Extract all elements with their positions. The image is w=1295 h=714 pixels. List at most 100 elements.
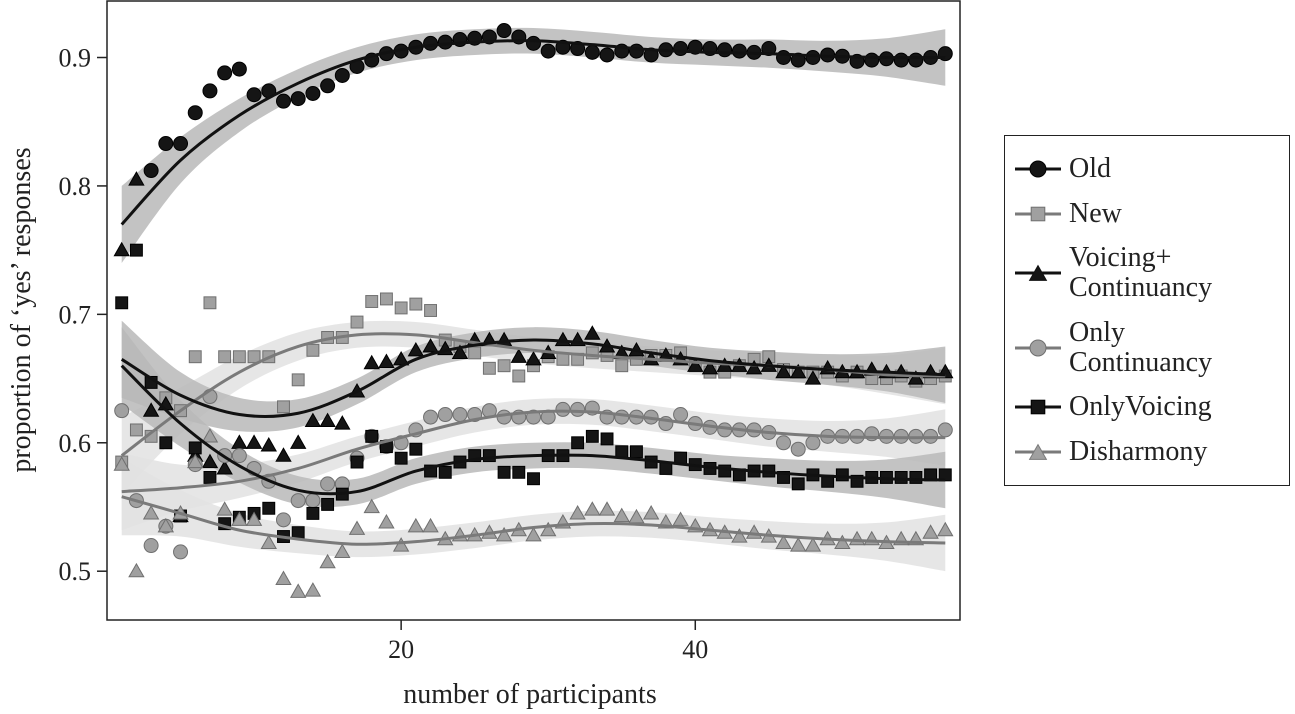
point: [804, 537, 822, 552]
point: [805, 435, 821, 451]
point: [423, 409, 439, 425]
point: [365, 295, 379, 308]
legend-label: Only Continuancy: [1069, 316, 1213, 378]
point: [203, 471, 217, 484]
point: [525, 350, 542, 366]
y-tick-label: 0.7: [59, 300, 92, 329]
point: [113, 456, 130, 471]
point: [922, 524, 939, 539]
confidence-band: [121, 327, 946, 509]
point: [114, 403, 130, 419]
point: [188, 441, 202, 455]
point: [128, 171, 145, 186]
point: [289, 583, 307, 598]
point: [365, 429, 379, 443]
legend-icon: [1015, 443, 1061, 460]
point: [319, 553, 336, 569]
legend-marker: [1029, 160, 1047, 178]
point: [277, 400, 290, 414]
point: [305, 493, 321, 509]
point: [422, 338, 439, 353]
x-axis-title: number of participants: [403, 679, 656, 710]
legend-label: New: [1069, 197, 1122, 229]
point: [687, 357, 704, 372]
point: [777, 471, 790, 484]
point: [556, 352, 570, 366]
point: [570, 401, 586, 417]
point: [585, 346, 599, 360]
point: [291, 526, 305, 540]
point: [569, 505, 586, 520]
point: [363, 498, 380, 514]
point: [584, 325, 601, 340]
point: [129, 423, 143, 437]
point: [320, 476, 336, 492]
point: [290, 91, 306, 107]
point: [452, 407, 468, 423]
point: [334, 67, 350, 83]
point: [805, 50, 821, 66]
point: [304, 582, 322, 597]
point: [468, 449, 482, 463]
point: [217, 65, 233, 81]
y-tick-label: 0.9: [59, 44, 92, 73]
point: [424, 304, 438, 317]
y-axis-title: proportion of ‘yes’ responses: [6, 147, 37, 472]
point: [790, 537, 807, 552]
point: [615, 445, 629, 459]
x-tick-label: 40: [682, 635, 708, 664]
point: [835, 468, 849, 482]
point: [599, 47, 615, 63]
point: [437, 34, 453, 50]
confidence-band: [121, 27, 946, 263]
legend-icon: [1015, 264, 1061, 282]
point: [512, 369, 526, 383]
point: [422, 517, 439, 533]
point: [202, 83, 218, 99]
point: [173, 544, 189, 560]
point: [907, 370, 925, 385]
point: [247, 350, 261, 364]
point: [894, 471, 908, 484]
point: [173, 136, 189, 152]
point: [245, 511, 263, 526]
point: [555, 401, 571, 417]
point: [673, 41, 689, 57]
point: [216, 460, 233, 475]
legend-label: Voicing+ Continuancy: [1069, 242, 1213, 304]
point: [908, 52, 924, 68]
legend-label: Old: [1069, 153, 1111, 185]
point: [290, 493, 306, 509]
point: [512, 465, 526, 479]
point: [304, 412, 322, 428]
point: [615, 359, 629, 373]
legend-entry: Old: [1005, 154, 1289, 184]
point: [495, 526, 513, 542]
legend-marker: [1028, 443, 1048, 460]
point: [790, 441, 806, 457]
point: [320, 78, 336, 94]
point: [348, 520, 366, 535]
legend-icon: [1015, 339, 1061, 357]
point: [319, 412, 336, 428]
point: [717, 42, 733, 58]
point: [350, 315, 364, 329]
point: [482, 449, 496, 463]
point: [158, 136, 174, 152]
legend-icon: [1015, 206, 1061, 222]
fit-line: [121, 495, 946, 546]
point: [157, 517, 175, 533]
point: [938, 468, 952, 482]
point: [142, 505, 160, 520]
point: [672, 511, 689, 526]
legend-entry: New: [1005, 197, 1289, 229]
legend-label: OnlyVoicing: [1069, 391, 1212, 423]
point: [128, 562, 145, 578]
point: [409, 442, 423, 456]
fit-line: [121, 409, 946, 494]
point: [231, 61, 247, 77]
point: [451, 344, 469, 359]
legend-entry: OnlyVoicing: [1005, 392, 1289, 422]
point: [731, 528, 748, 543]
point: [232, 350, 246, 364]
